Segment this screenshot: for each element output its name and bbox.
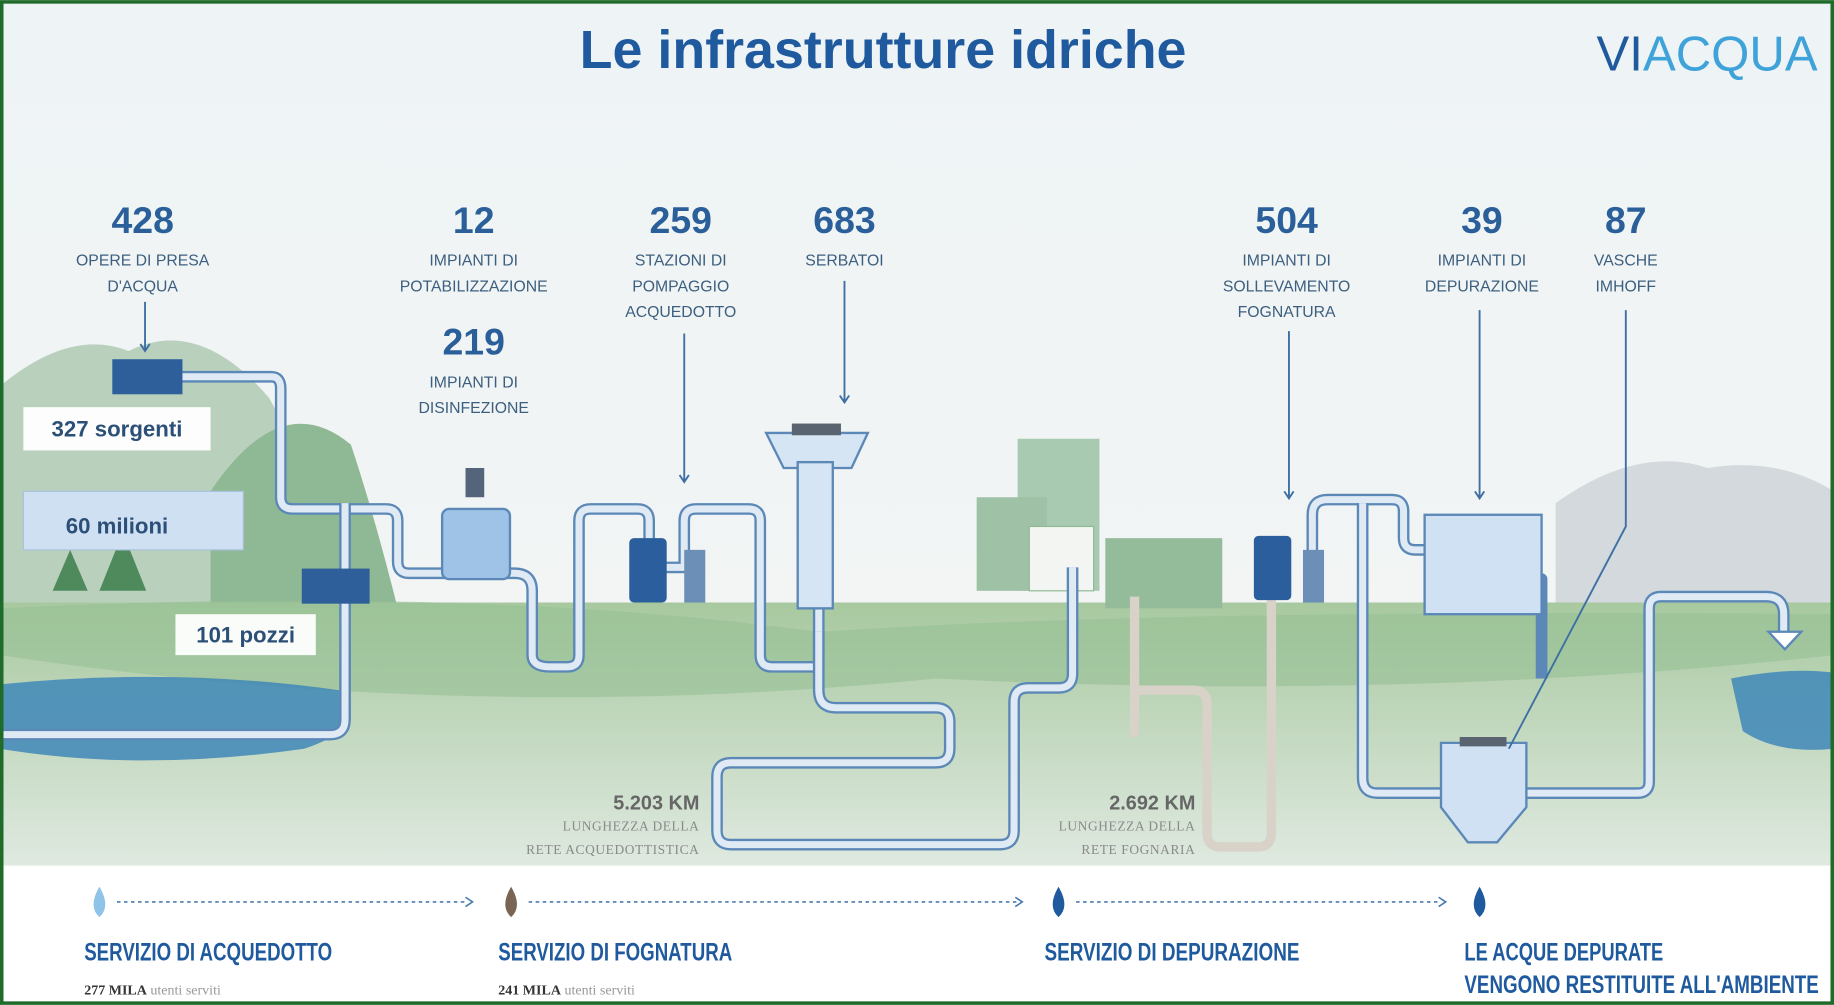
stat-value: 259 [650,199,712,241]
stat-value: 504 [1255,199,1318,241]
network-label: LUNGHEZZA DELLA [563,819,700,834]
stat-label: STAZIONI DI [635,253,727,270]
stat-label: IMPIANTI DI [429,374,518,391]
callout: 60 milioni [66,513,168,538]
stat-label: ACQUEDOTTO [625,304,736,321]
stat-value: 87 [1605,199,1647,241]
service-note-text: utenti serviti [150,982,221,998]
callout: 327 sorgenti [52,416,183,441]
stat-label: VASCHE [1594,253,1658,270]
stat-label: SOLLEVAMENTO [1223,278,1350,295]
stat-value: 683 [813,199,875,241]
stat-label: DEPURAZIONE [1425,278,1539,295]
network-length: 5.203 KM [613,793,699,815]
service-title: VENGONO RESTITUITE ALL'AMBIENTE [1464,972,1818,999]
stat-label: IMPIANTI DI [429,253,518,270]
logo: VIACQUA [1597,27,1818,81]
service-title: SERVIZIO DI DEPURAZIONE [1044,939,1299,966]
service-note: 241 MILA utenti serviti [498,982,635,998]
service-note-text: utenti serviti [564,982,635,998]
stat-label: IMPIANTI DI [1242,253,1331,270]
callout: 101 pozzi [196,622,295,647]
infographic: Le infrastrutture idriche VIACQUA 428 OPE… [0,0,1834,1005]
page: {"header":{"title":"Le infrastrutture id… [0,0,1834,1005]
title: Le infrastrutture idriche [580,20,1187,80]
service-note: 277 MILA utenti serviti [84,982,221,998]
network-label: RETE FOGNARIA [1081,842,1195,857]
logo-part: ACQUA [1643,27,1818,81]
stat-value: 219 [442,321,504,363]
stat-value: 428 [111,199,173,241]
stat-label: IMPIANTI DI [1438,253,1527,270]
stat-label: POTABILIZZAZIONE [400,278,548,295]
stat-label: D'ACQUA [107,278,178,295]
stat-value: 12 [453,199,495,241]
stat-label: DISINFEZIONE [418,400,528,417]
service-users: 277 MILA [84,982,148,998]
service-title: LE ACQUE DEPURATE [1464,939,1663,966]
stat-label: OPERE DI PRESA [76,253,210,270]
network-label: LUNGHEZZA DELLA [1059,819,1196,834]
service-title: SERVIZIO DI FOGNATURA [498,939,732,966]
service-title: SERVIZIO DI ACQUEDOTTO [84,939,332,966]
stat-label: FOGNATURA [1238,304,1336,321]
network-length: 2.692 KM [1109,793,1195,815]
stat-value: 39 [1461,199,1503,241]
network-label: RETE ACQUEDOTTISTICA [526,842,699,857]
stat-label: SERBATOI [805,253,883,270]
stat-label: POMPAGGIO [632,278,729,295]
service-users: 241 MILA [498,982,562,998]
logo-part: VI [1597,27,1643,81]
stat-label: IMHOFF [1596,278,1657,295]
